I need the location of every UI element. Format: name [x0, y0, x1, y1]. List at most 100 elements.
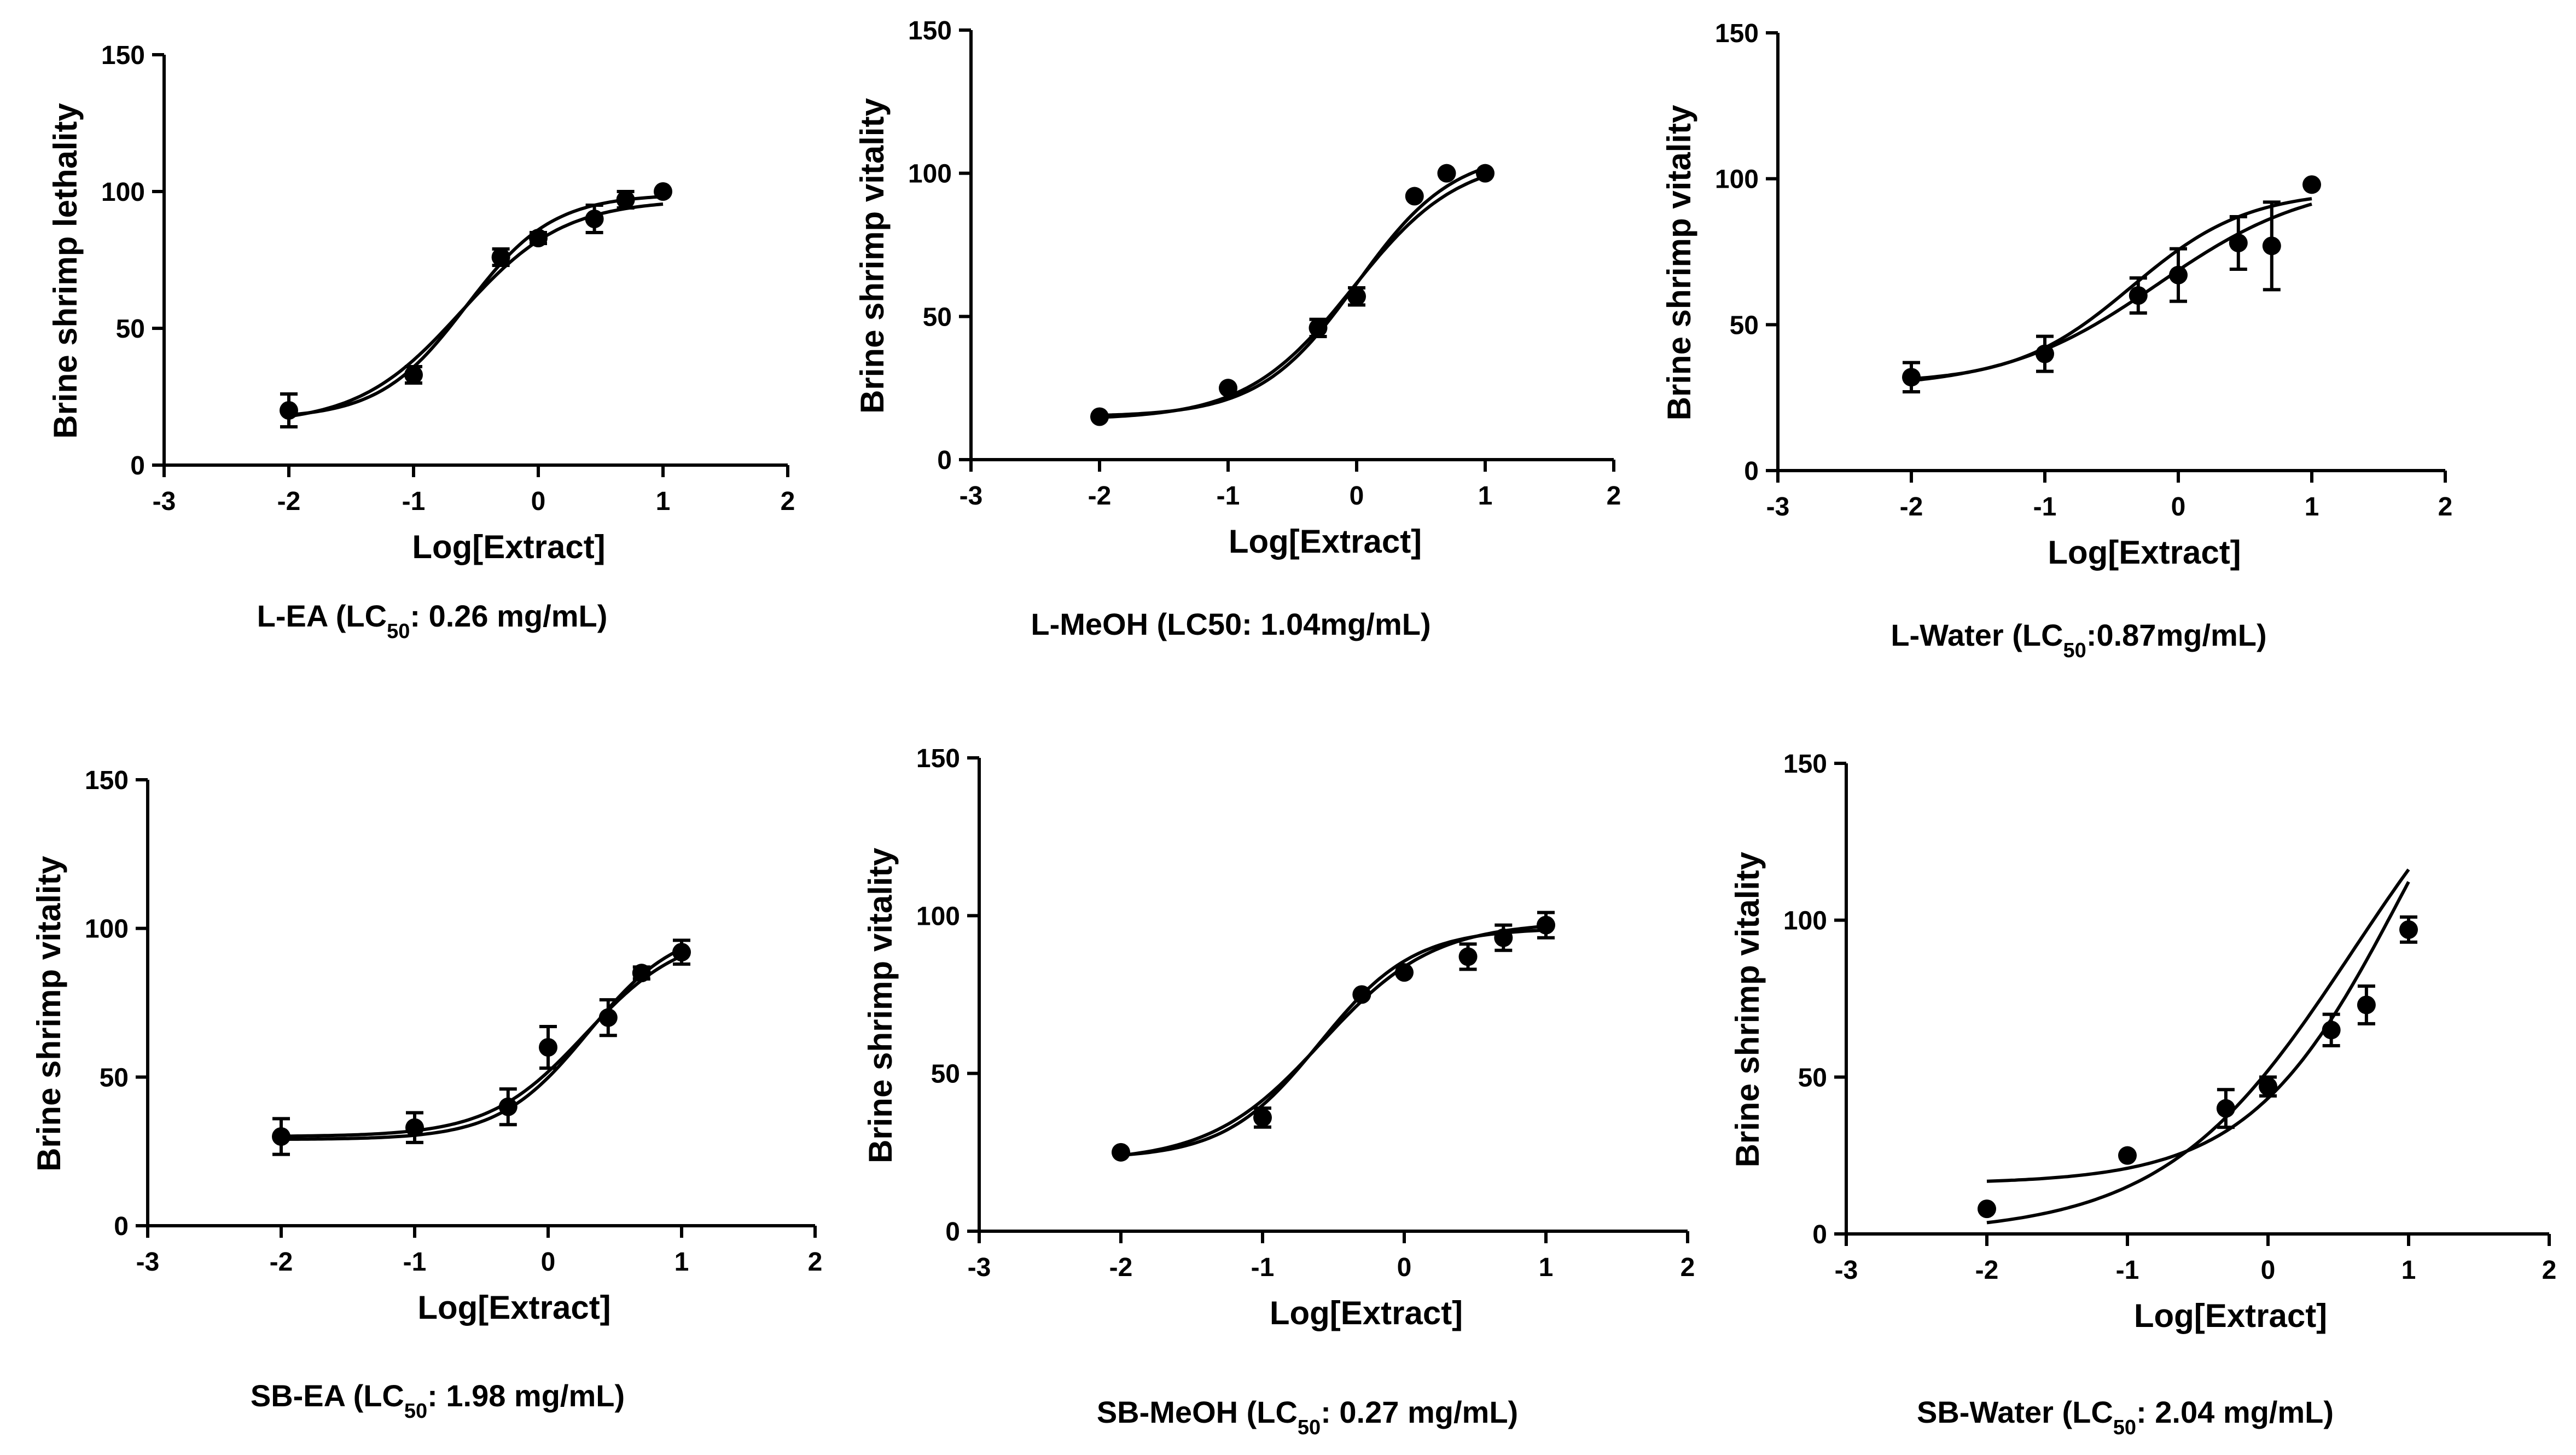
caption-main: L-Water (LC	[1891, 618, 2063, 652]
chart-panel: -3 -2 -1 0 1 2 0 50 100 150 Log[Extract] Brine shri…	[854, 16, 1621, 641]
data-point	[1309, 318, 1328, 338]
data-point	[2259, 1077, 2277, 1096]
x-tick-label: -3	[153, 487, 176, 516]
data-point	[616, 190, 635, 209]
x-tick-label: -1	[1251, 1253, 1275, 1282]
data-point	[585, 210, 604, 228]
data-point	[539, 1038, 557, 1057]
data-point	[280, 401, 298, 420]
x-tick-label: 2	[2542, 1256, 2557, 1285]
caption-rest: : 0.27 mg/mL)	[1321, 1395, 1518, 1429]
y-tick-label: 100	[1783, 907, 1827, 936]
data-point	[2216, 1099, 2235, 1118]
data-point	[272, 1127, 290, 1146]
y-tick-label: 150	[1783, 750, 1827, 779]
fit-curve	[1986, 881, 2410, 1183]
y-axis-title: Brine shrimp vitality	[31, 855, 67, 1171]
panel-caption: SB-MeOH (LC50: 0.27 mg/mL)	[1097, 1395, 1518, 1439]
y-axis-title: Brine shrimp vitality	[1729, 851, 1766, 1167]
panel-caption: SB-Water (LC50: 2.04 mg/mL)	[1917, 1395, 2334, 1439]
y-tick-label: 50	[923, 303, 952, 332]
x-tick-label: 1	[2305, 492, 2319, 521]
x-tick-label: -1	[1217, 482, 1240, 511]
y-tick-label: 0	[1744, 457, 1759, 486]
fit-curve	[281, 947, 683, 1141]
x-axis-title: Log[Extract]	[2048, 534, 2241, 571]
x-tick-label: 2	[781, 487, 795, 516]
x-tick-label: -3	[968, 1253, 991, 1282]
caption-main: SB-MeOH (LC	[1097, 1395, 1298, 1429]
y-tick-label: 0	[1812, 1220, 1827, 1249]
y-tick-label: 100	[85, 915, 129, 944]
y-tick-label: 150	[908, 16, 952, 45]
y-tick-label: 150	[101, 41, 145, 70]
x-axis-title: Log[Extract]	[417, 1289, 610, 1326]
x-tick-label: -1	[403, 1248, 427, 1277]
data-point	[1253, 1108, 1272, 1127]
chart-panel: -3 -2 -1 0 1 2 0 50 100 150 Log[Extract] Brine shri…	[47, 41, 795, 643]
data-point	[529, 229, 548, 247]
fit-curve	[1911, 197, 2312, 381]
y-tick-label: 100	[1715, 165, 1759, 194]
fit-curve	[1911, 202, 2312, 382]
data-point	[1458, 947, 1478, 966]
x-axis-title: Log[Extract]	[1270, 1295, 1463, 1331]
fit-curve	[281, 954, 683, 1138]
x-tick-label: -1	[2033, 492, 2057, 521]
y-axis-title: Brine shrimp vitality	[1661, 105, 1697, 420]
data-point	[2118, 1146, 2137, 1165]
x-axis-title: Log[Extract]	[2134, 1297, 2327, 1334]
caption-subscript: 50	[2063, 639, 2086, 662]
y-tick-label: 0	[937, 446, 952, 475]
caption-rest: : 1.98 mg/mL)	[427, 1378, 625, 1413]
x-tick-label: 0	[2261, 1256, 2276, 1285]
data-point	[1494, 928, 1513, 947]
y-tick-label: 150	[1715, 19, 1759, 48]
x-tick-label: 2	[808, 1248, 823, 1277]
chart-panel: -3 -2 -1 0 1 2 0 50 100 150 Log[Extract] Brine shri…	[1729, 750, 2556, 1439]
x-tick-label: -2	[1975, 1256, 1999, 1285]
panel-caption: SB-EA (LC50: 1.98 mg/mL)	[251, 1378, 625, 1423]
data-point	[2322, 1021, 2341, 1040]
x-tick-label: -1	[402, 487, 426, 516]
fit-curve	[1120, 924, 1546, 1157]
chart-panel: -3 -2 -1 0 1 2 0 50 100 150 Log[Extract] Brine shri…	[862, 744, 1695, 1439]
x-tick-label: -2	[1088, 482, 1112, 511]
x-tick-label: -1	[2116, 1256, 2139, 1285]
y-tick-label: 150	[85, 766, 129, 795]
data-point	[632, 964, 651, 983]
x-tick-label: -3	[136, 1248, 160, 1277]
x-tick-label: 1	[656, 487, 671, 516]
data-point	[1405, 187, 1424, 206]
data-point	[1978, 1199, 1996, 1219]
data-point	[2169, 265, 2188, 285]
caption-subscript: 50	[387, 620, 410, 643]
data-point	[1112, 1143, 1130, 1162]
data-point	[2357, 995, 2376, 1015]
x-axis-title: Log[Extract]	[412, 529, 605, 565]
x-tick-label: 0	[541, 1248, 556, 1277]
data-point	[2262, 236, 2281, 256]
data-point	[1437, 164, 1456, 183]
x-tick-label: 0	[2171, 492, 2186, 521]
data-point	[1090, 407, 1109, 426]
x-tick-label: -3	[960, 482, 983, 511]
chart-panel: -3 -2 -1 0 1 2 0 50 100 150 Log[Extract] Brine shri…	[1661, 19, 2452, 662]
y-tick-label: 50	[100, 1063, 129, 1092]
x-tick-label: -2	[1900, 492, 1923, 521]
y-tick-label: 50	[1798, 1063, 1827, 1092]
data-point	[405, 1118, 424, 1137]
data-point	[1219, 379, 1237, 398]
x-tick-label: 1	[674, 1248, 689, 1277]
data-point	[2229, 234, 2248, 252]
fit-curve	[288, 202, 664, 418]
caption-rest: : 0.26 mg/mL)	[410, 599, 607, 633]
caption-main: SB-Water (LC	[1917, 1395, 2113, 1429]
y-tick-label: 0	[130, 451, 145, 480]
y-tick-label: 100	[916, 902, 960, 931]
caption-rest: :0.87mg/mL)	[2086, 618, 2267, 652]
x-tick-label: -3	[1835, 1256, 1858, 1285]
y-tick-label: 0	[945, 1218, 960, 1247]
data-point	[1395, 963, 1414, 982]
